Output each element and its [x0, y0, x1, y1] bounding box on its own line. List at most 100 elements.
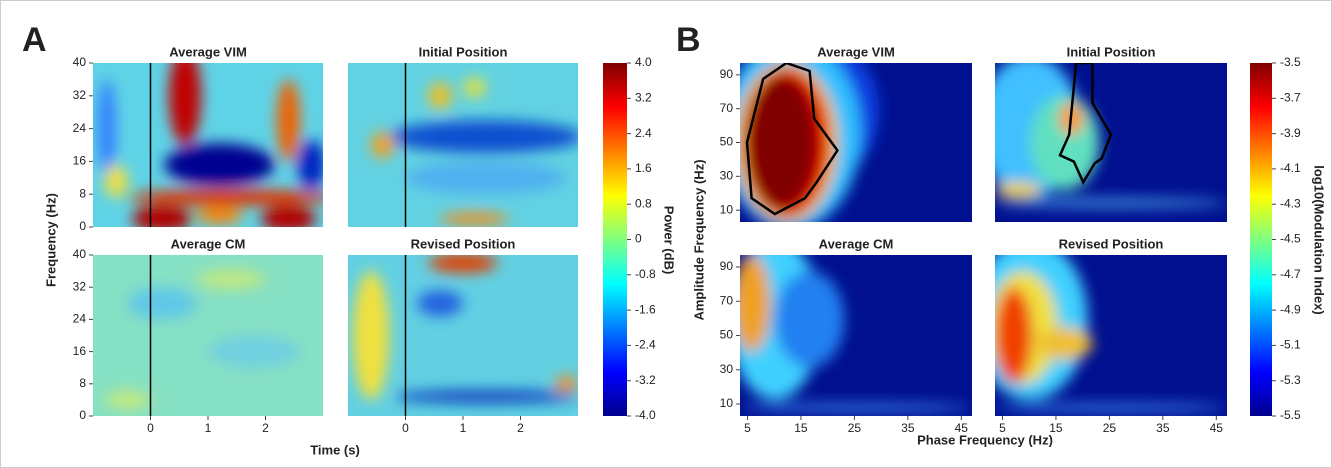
y-tick-label: 16 — [73, 344, 87, 358]
colorbar-label: Power (dB) — [662, 206, 677, 275]
colorbar-label: log10(Modulation Index) — [1312, 165, 1327, 315]
heatmap-blob — [417, 290, 463, 317]
heatmap-blob — [208, 335, 300, 368]
colorbar-tick-label: 2.4 — [635, 126, 652, 140]
heatmap-blob — [97, 79, 117, 178]
heatmap-blob — [995, 198, 1227, 208]
colorbar-tick-label: -4.9 — [1280, 302, 1301, 316]
colorbar-tick-label: -0.8 — [635, 267, 656, 281]
plot-title: Average VIM — [169, 44, 247, 59]
colorbar-tick-label: 0 — [635, 232, 642, 246]
y-tick-label: 24 — [73, 121, 87, 135]
colorbar-tick-label: -3.2 — [635, 373, 656, 387]
heatmap-blob — [127, 189, 323, 206]
heatmap-blob — [428, 82, 452, 109]
heatmap-blob — [995, 287, 1033, 384]
heatmap-blob — [428, 255, 498, 273]
colorbar-tick-label: -4.5 — [1280, 232, 1301, 246]
heatmap-blob — [746, 75, 817, 210]
colorbar-tick-label: -4.0 — [635, 408, 656, 422]
y-tick-label: 10 — [720, 396, 734, 410]
y-tick-label: 32 — [73, 279, 87, 293]
y-tick-label: 40 — [73, 247, 87, 261]
x-tick-label: 15 — [794, 421, 808, 435]
y-tick-label: 90 — [720, 259, 734, 273]
heatmap — [93, 255, 323, 416]
heatmap-blob — [440, 212, 509, 226]
x-tick-label: 45 — [955, 421, 969, 435]
heatmap-blob — [555, 375, 578, 392]
x-tick-label: 0 — [402, 421, 409, 435]
colorbar-tick-label: -3.9 — [1280, 126, 1301, 140]
heatmap — [995, 255, 1227, 416]
x-tick-label: 2 — [262, 421, 269, 435]
heatmap — [348, 255, 578, 416]
heatmap-blob — [740, 403, 972, 413]
heatmap-blob — [196, 269, 266, 289]
heatmap-blob — [260, 205, 317, 227]
heatmap-blob — [297, 140, 323, 190]
y-tick-label: 90 — [720, 67, 734, 81]
x-tick-label: 0 — [147, 421, 154, 435]
y-tick-label: 30 — [720, 362, 734, 376]
heatmap-blob — [168, 63, 202, 145]
x-tick-label: 5 — [744, 421, 751, 435]
y-tick-label: 70 — [720, 101, 734, 115]
x-tick-label: 15 — [1049, 421, 1063, 435]
x-axis-label: Time (s) — [310, 442, 360, 457]
heatmap-blob — [132, 205, 192, 227]
heatmap-blob — [104, 164, 128, 198]
y-tick-label: 8 — [79, 186, 86, 200]
colorbar-tick-label: -4.3 — [1280, 196, 1301, 210]
heatmap-blobs — [104, 269, 300, 410]
heatmap-blob — [277, 79, 300, 162]
y-tick-label: 30 — [720, 169, 734, 183]
heatmap-blob — [405, 161, 567, 195]
colorbar — [603, 63, 627, 416]
x-tick-label: 2 — [517, 421, 524, 435]
x-tick-label: 35 — [901, 421, 915, 435]
heatmap-blob — [1036, 327, 1093, 360]
colorbar-tick-label: -5.1 — [1280, 338, 1301, 352]
x-tick-label: 25 — [848, 421, 862, 435]
y-tick-label: 50 — [720, 135, 734, 149]
heatmap-blob — [164, 143, 275, 186]
heatmap-blob — [104, 390, 151, 410]
y-tick-label: 32 — [73, 88, 87, 102]
y-axis-label: Frequency (Hz) — [43, 193, 58, 287]
heatmap-blob — [127, 287, 197, 320]
y-tick-label: 10 — [720, 202, 734, 216]
heatmap-blobs — [97, 63, 323, 227]
x-tick-label: 25 — [1103, 421, 1117, 435]
y-tick-label: 0 — [79, 219, 86, 233]
panel-label: A — [22, 21, 47, 59]
heatmap-blob — [352, 271, 390, 400]
colorbar-tick-label: -5.3 — [1280, 373, 1301, 387]
colorbar-tick-label: -3.5 — [1280, 55, 1301, 69]
colorbar-tick-label: 1.6 — [635, 161, 652, 175]
plot-title: Average CM — [819, 236, 894, 251]
heatmap-blobs — [740, 63, 880, 222]
x-tick-label: 5 — [999, 421, 1006, 435]
colorbar-tick-label: 4.0 — [635, 55, 652, 69]
heatmap-blobs — [352, 255, 578, 404]
y-tick-label: 8 — [79, 376, 86, 390]
y-tick-label: 16 — [73, 154, 87, 168]
colorbar-tick-label: -4.7 — [1280, 267, 1301, 281]
heatmap-blobs — [995, 255, 1227, 413]
colorbar-tick-label: -1.6 — [635, 302, 656, 316]
heatmap-blobs — [371, 77, 578, 226]
y-tick-label: 0 — [79, 408, 86, 422]
significance-contour — [745, 63, 839, 216]
plot-title: Average CM — [171, 236, 246, 251]
panel-label: B — [676, 21, 701, 59]
colorbar-tick-label: 0.8 — [635, 196, 652, 210]
plot-title: Revised Position — [1059, 236, 1164, 251]
plot-title: Revised Position — [411, 236, 516, 251]
x-axis-label: Phase Frequency (Hz) — [917, 432, 1053, 447]
colorbar-tick-label: 3.2 — [635, 90, 652, 104]
colorbar — [1250, 63, 1272, 416]
x-tick-label: 1 — [205, 421, 212, 435]
heatmap-blob — [196, 207, 243, 224]
